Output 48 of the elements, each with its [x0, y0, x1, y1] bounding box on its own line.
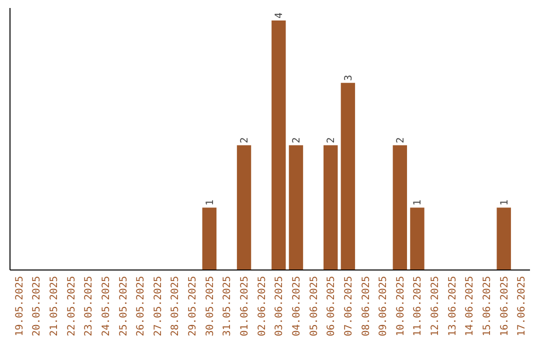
bar	[392, 145, 408, 270]
data-label: 2	[291, 137, 302, 144]
x-tick-label: 27.05.2025	[152, 276, 164, 336]
x-tick-label: 20.05.2025	[32, 276, 43, 336]
data-label: 1	[499, 200, 510, 206]
data-label: 2	[240, 137, 251, 144]
bar	[272, 20, 286, 270]
x-tick-label: 03.06.2025	[274, 276, 286, 336]
x-tick-label: 14.06.2025	[464, 276, 476, 336]
x-tick-label: 22.05.2025	[66, 276, 78, 336]
x-tick-label: 17.06.2025	[516, 276, 528, 336]
data-label: 4	[274, 12, 286, 18]
x-tick-label: 28.05.2025	[170, 276, 182, 336]
x-tick-label: 31.05.2025	[222, 276, 234, 336]
x-tick-label: 24.05.2025	[100, 276, 112, 336]
x-tick-label: 11.06.2025	[412, 276, 424, 336]
x-tick-label: 30.05.2025	[204, 276, 216, 336]
bar	[288, 145, 304, 270]
x-tick-label: 25.05.2025	[118, 276, 130, 336]
data-label: 1	[204, 200, 216, 206]
x-tick-label: 21.05.2025	[48, 276, 60, 336]
x-tick-label: 23.05.2025	[84, 276, 95, 336]
bar	[202, 208, 216, 270]
bar	[340, 82, 356, 270]
x-tick-label: 05.06.2025	[308, 276, 320, 336]
x-tick-label: 04.06.2025	[291, 276, 302, 336]
x-tick-label: 19.05.2025	[14, 276, 26, 336]
x-tick-label: 01.06.2025	[240, 276, 251, 336]
x-tick-label: 02.06.2025	[256, 276, 268, 336]
x-tick-label: 12.06.2025	[430, 276, 442, 336]
bar	[496, 208, 511, 270]
x-tick-label: 13.06.2025	[447, 276, 458, 336]
data-label: 2	[395, 137, 406, 144]
x-tick-label: 15.06.2025	[482, 276, 494, 336]
data-label: 1	[412, 200, 424, 206]
bar	[324, 145, 338, 270]
x-tick-label: 26.05.2025	[136, 276, 147, 336]
bar	[236, 145, 252, 270]
x-tick-label: 06.06.2025	[326, 276, 338, 336]
x-tick-label: 29.05.2025	[188, 276, 199, 336]
x-tick-label: 09.06.2025	[378, 276, 390, 336]
x-tick-label: 08.06.2025	[360, 276, 372, 336]
bar	[410, 208, 424, 270]
x-tick-label: 10.06.2025	[395, 276, 406, 336]
data-label: 3	[343, 74, 354, 81]
x-tick-label: 07.06.2025	[343, 276, 354, 336]
x-tick-label: 16.06.2025	[499, 276, 510, 336]
data-label: 2	[326, 137, 338, 144]
